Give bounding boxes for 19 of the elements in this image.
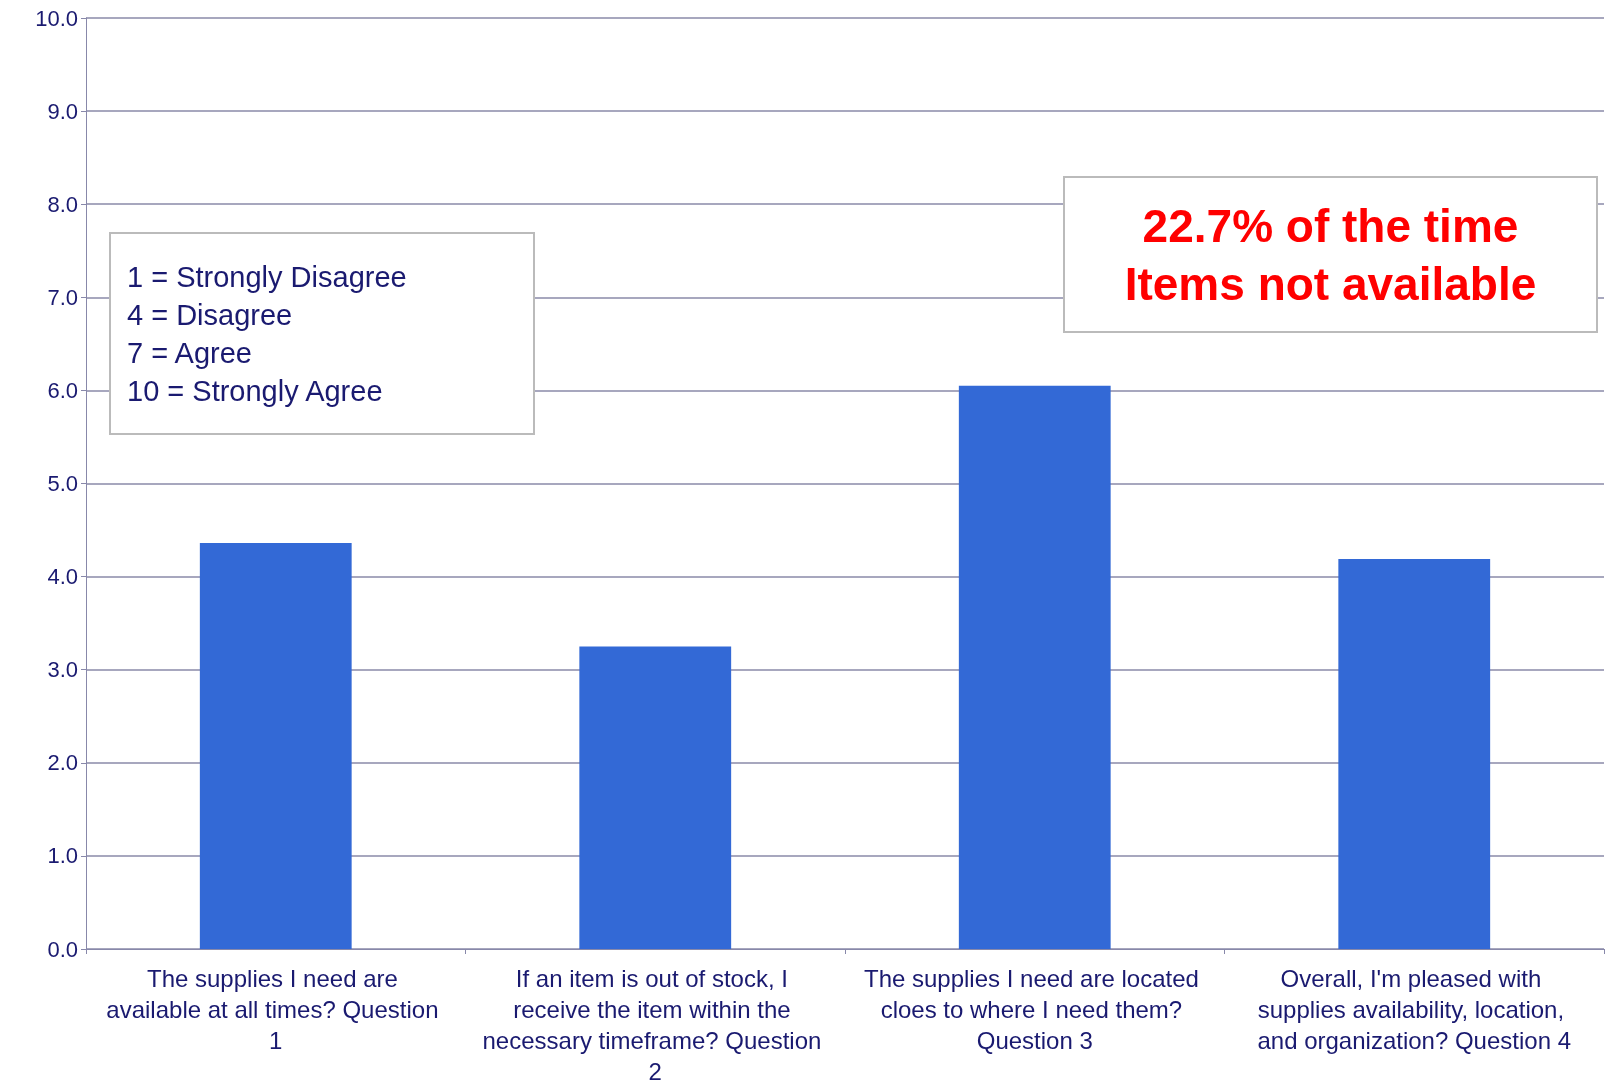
- x-tick-label: If an item is out of stock, I receive the item within the necessary timeframe? Question 2: [482, 965, 828, 1085]
- y-tick-label: 8.0: [47, 191, 78, 217]
- y-tick-label: 5.0: [47, 471, 78, 496]
- y-tick-label: 3.0: [47, 657, 78, 683]
- y-tick-label: 10.0: [35, 5, 78, 31]
- x-tick-label: The supplies I need are located cloes to where I need them? Question 3: [863, 965, 1206, 1054]
- y-tick-label: 9.0: [47, 98, 78, 124]
- x-tick-label: Overall, I'm pleased with supplies availability, location, and organization? Question 4: [1257, 965, 1572, 1054]
- bar: [199, 543, 352, 949]
- y-tick-label: 7.0: [47, 284, 78, 310]
- y-tick-label: 0.0: [47, 936, 78, 962]
- bar: [579, 646, 732, 949]
- y-tick-label: 6.0: [47, 377, 78, 403]
- y-tick-label: 2.0: [47, 750, 78, 776]
- y-tick-label: 4.0: [47, 564, 78, 590]
- bar: [958, 385, 1111, 949]
- bar: [1338, 558, 1491, 949]
- x-tick-label: The supplies I need are available at all times? Question 1: [106, 965, 446, 1054]
- y-tick-label: 1.0: [47, 843, 78, 869]
